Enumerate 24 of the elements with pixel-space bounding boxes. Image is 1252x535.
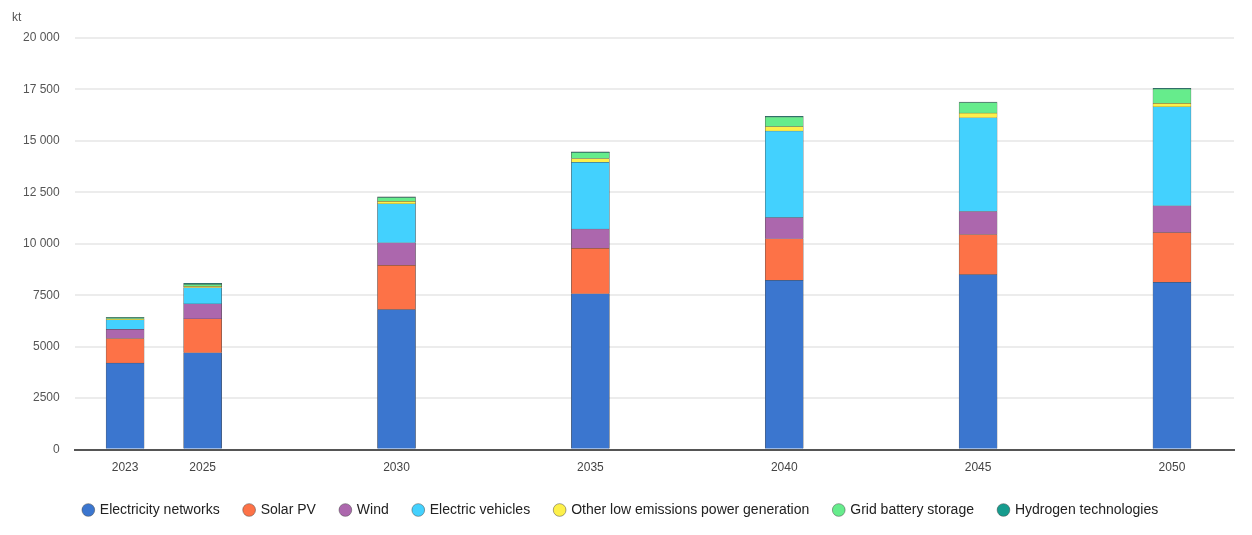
- legend-label: Other low emissions power generation: [571, 500, 810, 517]
- x-tick-label: 2045: [964, 460, 992, 475]
- y-tick-label: 7500: [33, 287, 61, 302]
- legend-label: Grid battery storage: [850, 500, 975, 517]
- y-tick-label: 0: [53, 441, 61, 456]
- x-tick-label: 2030: [383, 460, 411, 475]
- y-tick-label: 15 000: [23, 133, 61, 148]
- legend-label: Hydrogen technologies: [1014, 500, 1159, 517]
- y-tick-label: 10 000: [23, 236, 61, 251]
- y-axis-title: kt: [12, 10, 22, 24]
- y-tick-label: 5000: [33, 339, 61, 354]
- x-tick-label: 2040: [770, 460, 798, 475]
- legend-label: Solar PV: [260, 500, 317, 517]
- y-tick-label: 12 500: [23, 184, 61, 199]
- x-tick-label: 2035: [577, 460, 605, 475]
- y-tick-label: 17 500: [23, 81, 61, 96]
- y-tick-label: 2500: [33, 390, 61, 405]
- x-tick-label: 2023: [111, 460, 139, 475]
- y-tick-label: 20 000: [23, 30, 61, 45]
- x-tick-label: 2025: [189, 460, 217, 475]
- x-tick-label: 2050: [1158, 460, 1186, 475]
- legend-label: Electric vehicles: [429, 500, 531, 517]
- legend-label: Electricity networks: [99, 500, 220, 517]
- legend-label: Wind: [356, 500, 389, 517]
